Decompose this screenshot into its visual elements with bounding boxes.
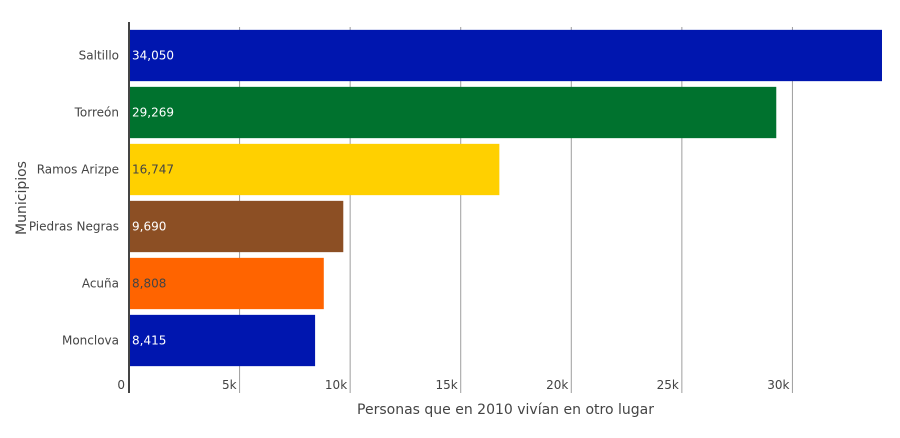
category-label-1: Torreón: [74, 106, 119, 120]
x-tick-labels: 0 5k 10k 15k 20k 25k 30k: [117, 378, 789, 392]
x-axis-title: Personas que en 2010 vivían en otro luga…: [357, 402, 654, 418]
category-label-0: Saltillo: [79, 49, 119, 63]
x-tick-label-5: 25k: [657, 378, 679, 392]
bar-0: [129, 29, 882, 82]
category-label-3: Piedras Negras: [29, 220, 119, 234]
x-tick-label-6: 30k: [767, 378, 789, 392]
bar-2: [129, 143, 500, 196]
bar-value-label-5: 8,415: [132, 334, 166, 348]
bar-value-label-0: 34,050: [132, 49, 174, 63]
bar-value-label-3: 9,690: [132, 220, 166, 234]
category-label-2: Ramos Arizpe: [37, 163, 119, 177]
x-tick-label-0: 0: [117, 378, 125, 392]
bars: 34,050 29,269 16,747 9,690 8,808 8,415: [129, 29, 882, 367]
category-label-4: Acuña: [82, 277, 119, 291]
y-axis-title: Municipios: [14, 161, 30, 235]
category-labels: Saltillo Torreón Ramos Arizpe Piedras Negra…: [29, 49, 119, 348]
bar-value-label-1: 29,269: [132, 106, 174, 120]
x-tick-label-3: 15k: [435, 378, 457, 392]
bar-value-label-4: 8,808: [132, 277, 166, 291]
bar-5: [129, 314, 316, 367]
bar-4: [129, 257, 324, 310]
x-tick-label-4: 20k: [546, 378, 568, 392]
bar-value-label-2: 16,747: [132, 163, 174, 177]
category-label-5: Monclova: [62, 334, 119, 348]
x-tick-label-1: 5k: [222, 378, 237, 392]
bar-3: [129, 200, 344, 253]
x-tick-label-2: 10k: [325, 378, 347, 392]
bar-1: [129, 86, 777, 139]
